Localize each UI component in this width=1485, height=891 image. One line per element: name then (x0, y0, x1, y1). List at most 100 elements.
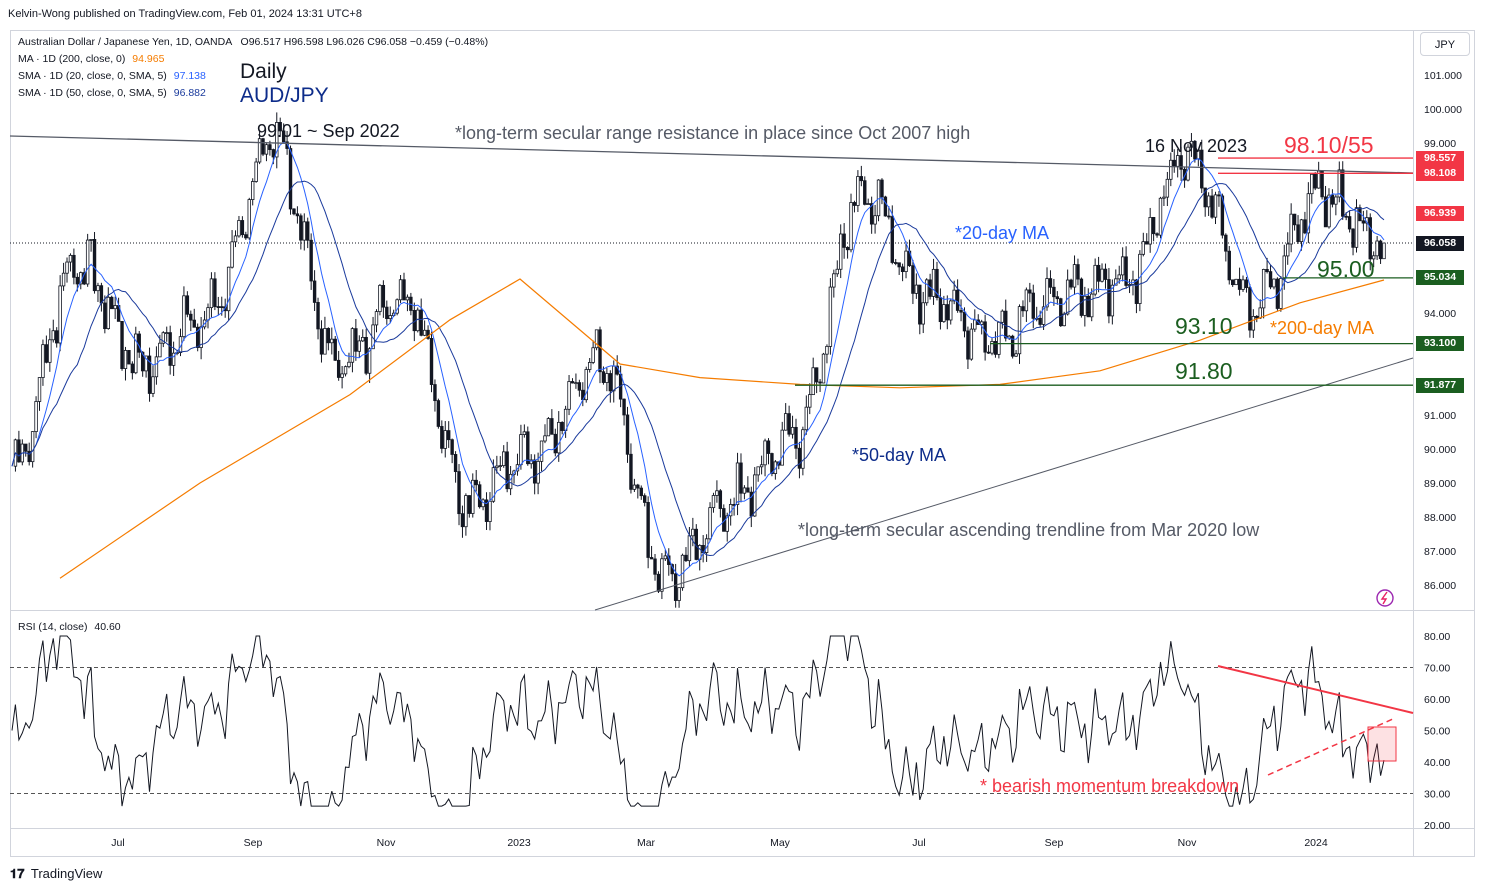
candle-body (1100, 268, 1104, 282)
candle-body (1175, 155, 1180, 167)
candle-body (904, 250, 908, 272)
candle-body (997, 321, 1001, 355)
candle-body (852, 202, 857, 206)
candle-body (1382, 242, 1386, 260)
candle-body (144, 355, 148, 372)
candle-body (41, 344, 45, 378)
price-tick-label: 101.000 (1424, 70, 1462, 82)
candle-body (801, 429, 805, 469)
candles (13, 112, 1386, 608)
candle-body (1330, 194, 1335, 205)
candle-body (818, 381, 822, 384)
candle-body (251, 181, 255, 200)
ma200-line (59, 278, 1385, 579)
candle-body (949, 300, 953, 321)
resistance-trendline (9, 135, 1414, 174)
candle-body (739, 462, 743, 494)
candle-body (460, 513, 465, 528)
candle-body (969, 328, 974, 360)
candle-body (770, 453, 774, 474)
candle-body (876, 179, 881, 217)
candle-body (526, 431, 530, 465)
candle-body (1354, 207, 1359, 248)
candle-body (333, 338, 337, 361)
time-axis-separator (10, 828, 1475, 829)
candle-body (206, 307, 210, 321)
candle-body (1179, 155, 1183, 170)
candle-body (797, 447, 802, 469)
candle-body (127, 350, 131, 365)
candle-body (171, 352, 176, 366)
sma20-legend[interactable]: SMA · 1D (20, close, 0, SMA, 5) 97.138 (18, 70, 206, 82)
candle-body (1289, 213, 1293, 245)
candle-body (502, 451, 506, 467)
candle-body (1076, 264, 1080, 280)
candle-body (1134, 279, 1139, 304)
candle-body (137, 333, 141, 353)
candle-body (27, 450, 31, 463)
candle-body (316, 302, 320, 330)
candle-body (402, 279, 406, 301)
candle-body (1220, 195, 1225, 236)
candle-body (1327, 194, 1331, 228)
price-tag-98557: 98.557 (1416, 150, 1464, 166)
rsi-tick-label: 70.00 (1424, 663, 1450, 675)
candle-body (233, 235, 238, 243)
candle-body (1203, 187, 1207, 208)
candle-body (447, 430, 451, 441)
candle-body (1086, 295, 1090, 318)
time-axis-label: Mar (637, 837, 656, 849)
candle-body (1045, 278, 1049, 308)
candle-body (1275, 278, 1280, 309)
ma200-legend[interactable]: MA · 1D (200, close, 0) 94.965 (18, 53, 164, 65)
candle-body (1224, 234, 1228, 252)
resistance-note: *long-term secular range resistance in p… (455, 123, 971, 143)
candle-body (900, 266, 905, 272)
candle-body (911, 265, 915, 294)
candle-body (30, 431, 35, 463)
time-axis-label: 2023 (507, 837, 531, 849)
candle-body (574, 382, 578, 385)
sep-2022-high-note: 99.01 ~ Sep 2022 (257, 121, 400, 141)
candle-body (68, 254, 73, 263)
candle-body (275, 122, 279, 158)
candle-body (1310, 173, 1314, 195)
candle-body (1172, 159, 1176, 167)
sma50-label: SMA · 1D (50, close, 0, SMA, 5) (18, 87, 167, 99)
candle-body (113, 305, 117, 310)
candle-body (75, 276, 80, 285)
price-tag-93100: 93.100 (1416, 336, 1464, 352)
candle-body (756, 466, 760, 476)
candle-body (746, 487, 750, 493)
candle-body (326, 328, 331, 344)
pane-separator[interactable] (10, 610, 1475, 611)
candle-body (612, 365, 616, 392)
currency-selector[interactable]: JPY (1420, 32, 1470, 56)
candle-body (794, 426, 798, 449)
candle-body (708, 507, 712, 540)
candle-body (1110, 284, 1115, 317)
candle-body (598, 329, 602, 373)
published-by: Kelvin-Wong published on TradingView.com… (8, 8, 362, 20)
candle-body (312, 280, 317, 303)
candle-body (1096, 264, 1101, 282)
price-tick-label: 87.000 (1424, 546, 1456, 558)
symbol-legend[interactable]: Australian Dollar / Japanese Yen, 1D, OA… (18, 36, 488, 48)
tradingview-brand[interactable]: 𝟏𝟕 TradingView (10, 866, 102, 882)
candle-body (1120, 256, 1125, 276)
candle-body (436, 400, 441, 427)
candle-body (261, 138, 265, 155)
candle-body (336, 359, 341, 378)
candle-body (158, 342, 162, 358)
candle-body (192, 319, 196, 328)
rsi-breakdown-note: * bearish momentum breakdown (980, 776, 1240, 796)
candle-body (711, 495, 716, 509)
candle-body (1069, 279, 1073, 288)
sma50-legend[interactable]: SMA · 1D (50, close, 0, SMA, 5) 96.882 (18, 87, 206, 99)
candle-body (522, 431, 527, 435)
candle-body (863, 180, 867, 205)
candle-body (591, 347, 595, 363)
rsi-legend[interactable]: RSI (14, close) 40.60 (18, 621, 121, 633)
candle-body (495, 465, 499, 469)
